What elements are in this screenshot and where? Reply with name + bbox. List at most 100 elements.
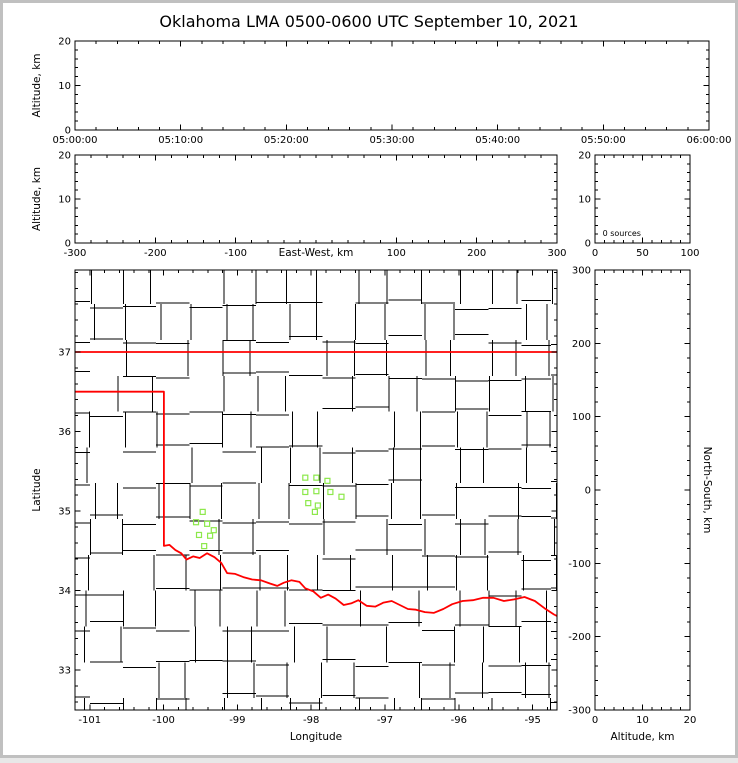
axis-text: East-West, km [279, 247, 354, 259]
axis-text: 10 [58, 195, 71, 206]
axis-text: -200 [568, 632, 591, 643]
axis-text: -100 [152, 715, 175, 726]
panel-frame [74, 269, 558, 711]
axis-text: 0 [65, 126, 71, 137]
axis-text: 0 [65, 239, 71, 250]
axis-text: -96 [451, 715, 467, 726]
lma-station-marker [210, 527, 217, 534]
panel-frame [74, 40, 710, 131]
axis-text: 300 [547, 248, 566, 259]
axis-text: 20 [684, 715, 697, 726]
axis-tick-labels: 0 50 100 0 10 20 [578, 151, 699, 260]
county-boundaries [75, 270, 557, 710]
figure-title: Oklahoma LMA 0500-0600 UTC September 10,… [159, 12, 578, 31]
axis-text: 35 [58, 507, 71, 518]
axis-text: Longitude [290, 731, 342, 743]
lma-station-marker [302, 488, 309, 496]
lma-station-marker [338, 493, 345, 500]
axis-text: Altitude, km [31, 167, 43, 231]
axis-text: 300 [572, 266, 591, 277]
axis-text: -100 [224, 248, 247, 259]
panel-frame [594, 269, 691, 711]
axis-text: 05:40:00 [475, 135, 520, 146]
lma-station-marker [199, 508, 206, 515]
axis-text: -101 [78, 715, 101, 726]
lma-station-marker [305, 500, 312, 507]
axis-text: 05:50:00 [581, 135, 626, 146]
axis-text: Altitude, km [610, 731, 674, 743]
axis-text: 10 [578, 195, 591, 206]
panel-plan-map: -101 -100 -99 -98 -97 -96 -95 33 34 35 36 37 Longitu… [31, 269, 558, 743]
axis-ticks [594, 154, 691, 244]
lma-station-marker [311, 508, 318, 515]
axis-text: 37 [58, 347, 71, 358]
lma-station-marker [327, 488, 334, 496]
axis-ticks [74, 270, 557, 710]
axis-text: 20 [58, 151, 71, 162]
axis-text: 10 [636, 715, 649, 726]
axis-text: -99 [229, 715, 245, 726]
lma-station-marker [314, 502, 321, 509]
axis-text: -95 [524, 715, 540, 726]
axis-text: 05:20:00 [264, 135, 309, 146]
map-layers [75, 270, 557, 710]
panel-ew-height: -300 -200 -100 100 200 300 0 10 20 East-West, km A… [31, 151, 567, 260]
axis-text: -97 [377, 715, 393, 726]
lma-station-marker [324, 477, 331, 484]
panel-ns-height: 0 10 20 300 200 100 0 -100 -200 -300 Altitude, km N… [568, 266, 713, 744]
axis-text: 50 [636, 248, 649, 259]
lma-station-marker [313, 488, 320, 495]
axis-text: 100 [572, 412, 591, 423]
lma-station-marker [195, 531, 203, 539]
axis-text: -300 [64, 248, 87, 259]
axis-text: 10 [58, 81, 71, 92]
panel-histogram: 0 50 100 0 10 20 0 sources [578, 151, 699, 260]
lma-station-marker [192, 519, 200, 526]
axis-text: 05:10:00 [158, 135, 203, 146]
axis-text: Altitude, km [31, 53, 43, 117]
state-border-segment [75, 390, 557, 618]
axis-text: 20 [58, 37, 71, 48]
lma-station-marker [206, 532, 214, 539]
panel-time-height: 05:00:00 05:10:00 05:20:00 05:30:00 05:40:00… [31, 37, 731, 147]
axis-text: 200 [467, 248, 486, 259]
axis-text: 05:00:00 [53, 135, 98, 146]
axis-text: North-South, km [701, 447, 713, 534]
axis-text: 33 [58, 666, 71, 677]
lma-station-markers [192, 474, 345, 550]
axis-text: 100 [680, 248, 699, 259]
axis-tick-labels: -101 -100 -99 -98 -97 -96 -95 33 34 35 36 37 [58, 347, 541, 726]
axis-text: 06:00:00 [687, 135, 732, 146]
axis-text: 05:30:00 [370, 135, 415, 146]
axis-text: Latitude [31, 468, 43, 511]
axis-text: 0 [585, 486, 591, 497]
lma-station-marker [302, 474, 309, 481]
axis-ticks [74, 40, 710, 131]
axis-tick-labels: 0 10 20 300 200 100 0 -100 -200 -300 [568, 266, 696, 727]
axis-ticks [74, 154, 558, 244]
axis-tick-labels: -300 -200 -100 100 200 300 0 10 20 [58, 151, 566, 260]
oklahoma-state-border [75, 351, 557, 618]
panel-frame [74, 154, 558, 244]
lma-station-marker [204, 520, 211, 527]
lma-station-marker [313, 474, 320, 481]
axis-text: -98 [303, 715, 319, 726]
empty-histogram-note: 0 sources [603, 229, 641, 238]
axis-text: 200 [572, 339, 591, 350]
axis-text: 100 [387, 248, 406, 259]
axis-text: -300 [568, 706, 591, 717]
axis-text: 36 [58, 427, 71, 438]
axis-tick-labels: 05:00:00 05:10:00 05:20:00 05:30:00 05:40:00… [53, 37, 732, 147]
axis-text: -100 [568, 559, 591, 570]
axis-text: 20 [578, 151, 591, 162]
axis-text: 34 [58, 586, 71, 597]
axis-text: 0 [585, 239, 591, 250]
axis-text: 0 [592, 248, 598, 259]
axis-ticks [594, 269, 691, 711]
axis-text: 0 [592, 715, 598, 726]
lma-station-marker [201, 542, 208, 550]
axis-text: -200 [144, 248, 167, 259]
